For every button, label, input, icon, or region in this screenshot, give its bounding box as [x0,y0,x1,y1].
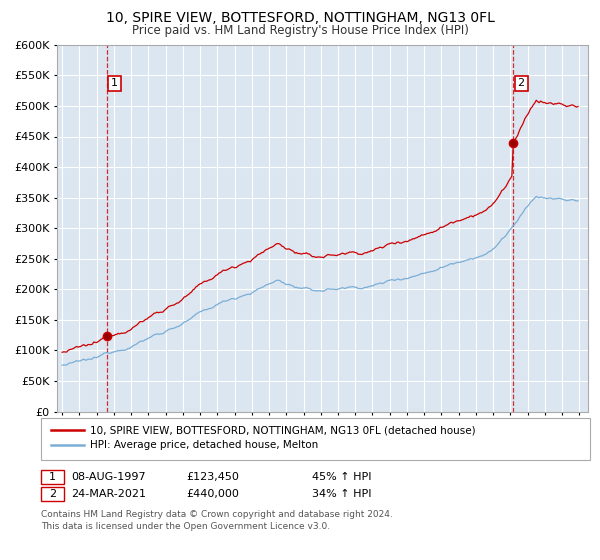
Text: £123,450: £123,450 [186,472,239,482]
Text: HPI: Average price, detached house, Melton: HPI: Average price, detached house, Melt… [90,440,318,450]
Text: Contains HM Land Registry data © Crown copyright and database right 2024.: Contains HM Land Registry data © Crown c… [41,510,392,519]
Text: 1: 1 [49,472,56,482]
Text: 08-AUG-1997: 08-AUG-1997 [71,472,145,482]
Text: 2: 2 [518,78,525,88]
Text: 10, SPIRE VIEW, BOTTESFORD, NOTTINGHAM, NG13 0FL (detached house): 10, SPIRE VIEW, BOTTESFORD, NOTTINGHAM, … [90,425,476,435]
Text: Price paid vs. HM Land Registry's House Price Index (HPI): Price paid vs. HM Land Registry's House … [131,24,469,37]
Text: 45% ↑ HPI: 45% ↑ HPI [312,472,371,482]
Text: 34% ↑ HPI: 34% ↑ HPI [312,489,371,499]
Text: 1: 1 [111,78,118,88]
Text: 2: 2 [49,489,56,499]
Text: This data is licensed under the Open Government Licence v3.0.: This data is licensed under the Open Gov… [41,522,330,531]
Text: £440,000: £440,000 [186,489,239,499]
Text: 10, SPIRE VIEW, BOTTESFORD, NOTTINGHAM, NG13 0FL: 10, SPIRE VIEW, BOTTESFORD, NOTTINGHAM, … [106,11,494,25]
Text: 24-MAR-2021: 24-MAR-2021 [71,489,146,499]
